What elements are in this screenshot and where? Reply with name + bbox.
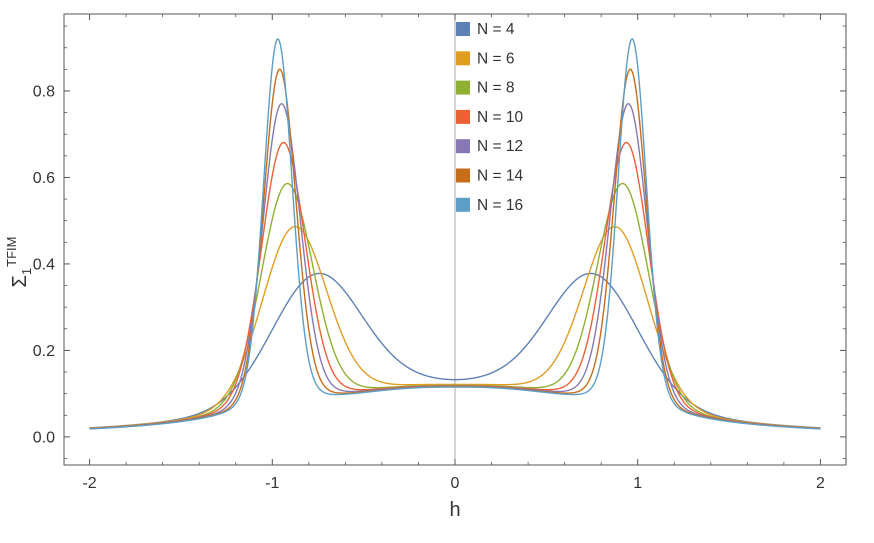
y-tick-label: 0.8	[33, 83, 55, 100]
legend-swatch	[456, 139, 470, 154]
y-axis-label: Σ1TFIM	[4, 237, 34, 288]
legend-item-label: N = 16	[477, 197, 523, 214]
ticks-group	[64, 14, 846, 465]
y-tick-label: 0.0	[33, 429, 55, 446]
legend-item-label: N = 6	[477, 50, 514, 67]
legend-item-label: N = 4	[477, 21, 515, 38]
legend-swatch	[456, 197, 470, 212]
legend-item-N-4: N = 4	[456, 21, 515, 38]
curves-group	[89, 38, 821, 430]
legend-swatch	[456, 22, 470, 36]
legend-item-N-16: N = 16	[456, 197, 523, 214]
y-tick-label: 0.6	[33, 170, 55, 187]
legend-item-N-10: N = 10	[456, 109, 523, 126]
legend-group: N = 4 N = 6 N = 8 N = 10 N = 12 N = 14 N = 16	[456, 21, 523, 214]
x-tick-label: -2	[82, 475, 96, 492]
series-curve-N-6	[89, 225, 821, 429]
legend-item-N-6: N = 6	[456, 50, 514, 67]
series-curve-N-16	[89, 38, 821, 430]
y-tick-label: 0.4	[33, 256, 55, 273]
x-tick-label: -1	[265, 475, 279, 492]
legend-item-label: N = 10	[477, 109, 523, 126]
legend-swatch	[456, 51, 470, 66]
legend-item-N-8: N = 8	[456, 80, 514, 97]
legend-swatch	[456, 168, 470, 183]
legend-item-N-12: N = 12	[456, 138, 523, 155]
legend-swatch	[456, 80, 470, 95]
y-tick-label: 0.2	[33, 343, 55, 360]
x-tick-label: 0	[451, 475, 460, 492]
series-curve-N-4	[89, 272, 821, 429]
legend-swatch	[456, 109, 470, 124]
legend-item-N-14: N = 14	[456, 168, 523, 185]
x-axis-label: h	[449, 499, 460, 521]
x-tick-label: 1	[633, 475, 642, 492]
x-tick-label: 2	[816, 475, 825, 492]
tick-labels-group: -2 -1 0 1 2 0.0 0.2 0.4 0.6 0.8	[33, 83, 825, 492]
legend-item-label: N = 14	[477, 168, 523, 185]
legend-item-label: N = 8	[477, 80, 514, 97]
legend-item-label: N = 12	[477, 138, 523, 155]
